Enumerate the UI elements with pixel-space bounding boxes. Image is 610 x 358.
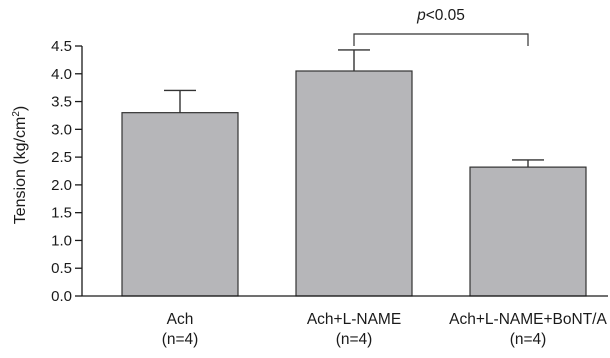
significance-p: p: [416, 7, 426, 24]
y-axis-label-suffix: ): [12, 106, 29, 111]
y-tick-label-1: 0.5: [51, 260, 72, 277]
bar-2: [469, 166, 587, 297]
y-tick-label-5: 2.5: [51, 149, 72, 166]
x-category-label-0: Ach: [167, 311, 194, 328]
y-tick-label-2: 1.0: [51, 232, 72, 249]
x-category-label-2: Ach+L-NAME+BoNT/A: [449, 311, 607, 328]
bar-0: [121, 112, 239, 297]
y-tick-label-8: 4.0: [51, 66, 72, 83]
y-tick-label-0: 0.0: [51, 288, 72, 305]
significance-bracket: [353, 33, 529, 46]
y-axis: 0.0 0.5 1.0 1.5 2.0 2.5 3.0 3.5 4.0 4.5: [51, 38, 83, 305]
x-sample-size-label-1: (n=4): [336, 331, 373, 348]
bars: [121, 49, 587, 297]
y-tick-label-6: 3.0: [51, 121, 72, 138]
error-bar-1: [338, 49, 370, 71]
x-sample-size-label-0: (n=4): [162, 331, 199, 348]
significance-annotation: p<0.05: [353, 7, 529, 46]
significance-threshold: <0.05: [426, 7, 465, 24]
error-bar-0: [164, 89, 196, 113]
y-tick-label-9: 4.5: [51, 38, 72, 55]
y-axis-label-superscript: 2: [11, 111, 22, 117]
y-axis-label-prefix: Tension (kg/cm: [12, 117, 29, 225]
y-tick-label-7: 3.5: [51, 94, 72, 111]
y-tick-label-4: 2.0: [51, 177, 72, 194]
y-tick-label-3: 1.5: [51, 205, 72, 222]
x-axis: Ach (n=4) Ach+L-NAME (n=4) Ach+L-NAME+BoNT/A…: [82, 295, 608, 348]
x-category-label-1: Ach+L-NAME: [307, 311, 401, 328]
error-bar-2: [512, 159, 544, 168]
significance-label: p<0.05: [416, 7, 465, 24]
y-axis-label: Tension (kg/cm2): [11, 106, 29, 224]
bar-1: [295, 70, 413, 297]
x-sample-size-label-2: (n=4): [510, 331, 547, 348]
